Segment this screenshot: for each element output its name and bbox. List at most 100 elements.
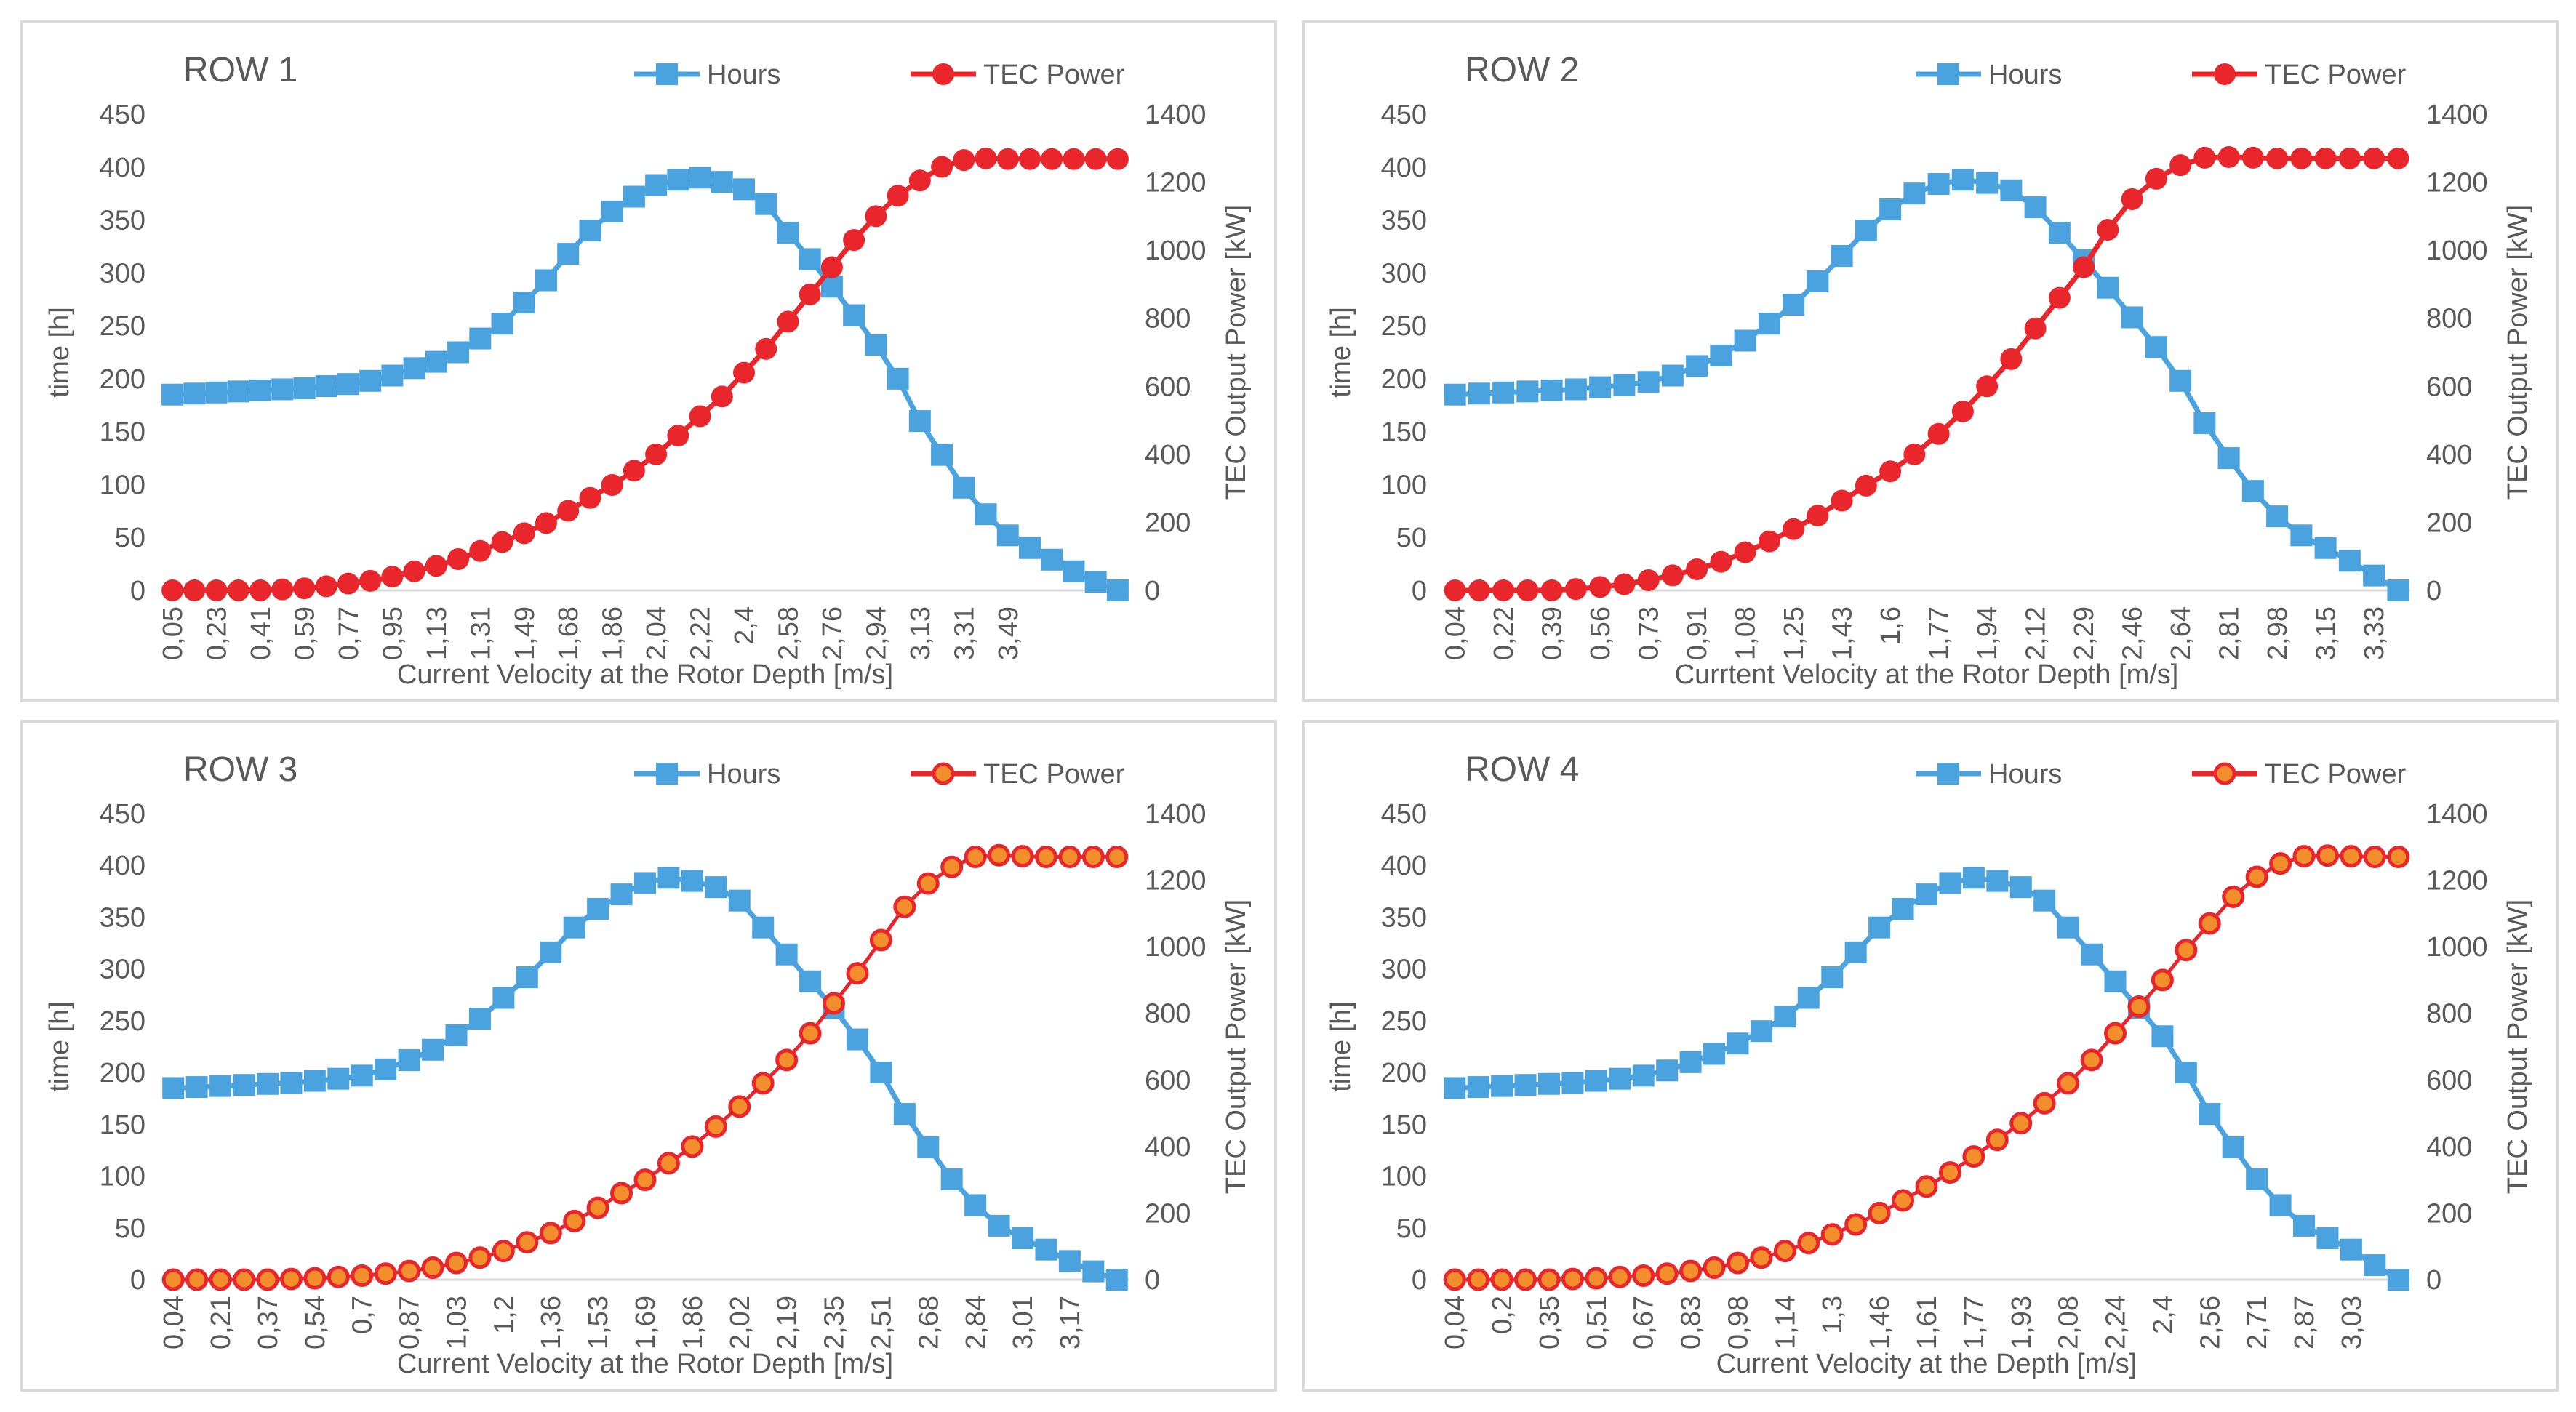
y2-tick-label: 1200 bbox=[2426, 866, 2488, 896]
tec-power-point bbox=[2241, 146, 2264, 169]
tec-power-point bbox=[1750, 1246, 1773, 1269]
hours-point bbox=[1491, 1075, 1513, 1097]
tec-power-point bbox=[185, 1268, 209, 1291]
y2-tick-label: 1400 bbox=[2426, 100, 2488, 130]
hours-point bbox=[2145, 336, 2167, 358]
x-tick-label: 2,35 bbox=[820, 1296, 850, 1349]
hours-point bbox=[1589, 376, 1612, 398]
tec-power-point bbox=[2073, 256, 2095, 278]
x-axis-label: Current Velocity at the Rotor Depth [m/s… bbox=[397, 659, 893, 690]
x-tick-label: 1,03 bbox=[441, 1296, 472, 1349]
hours-point bbox=[209, 1075, 232, 1097]
hours-point bbox=[1537, 1072, 1560, 1095]
hours-point bbox=[1710, 344, 1732, 366]
tec-power-point bbox=[1637, 569, 1660, 591]
tec-power-point bbox=[563, 1209, 586, 1232]
hours-point bbox=[2199, 1103, 2221, 1126]
hours-point bbox=[303, 1070, 326, 1092]
hours-point bbox=[1686, 355, 1708, 377]
x-tick-label: 1,94 bbox=[1972, 606, 2003, 660]
x-tick-label: 0,04 bbox=[159, 1296, 189, 1349]
x-axis-label: Current Velocity at the Depth [m/s] bbox=[1716, 1349, 2137, 1379]
tec-power-point bbox=[2340, 845, 2363, 868]
tec-power-point bbox=[491, 531, 513, 553]
hours-point bbox=[1613, 374, 1636, 396]
y-tick-label: 150 bbox=[100, 1110, 145, 1140]
hours-point bbox=[2387, 1269, 2409, 1291]
x-tick-label: 1,68 bbox=[553, 606, 584, 660]
hours-point bbox=[403, 357, 425, 380]
tec-power-point bbox=[1797, 1232, 1820, 1255]
hours-point bbox=[422, 1038, 444, 1061]
tec-power-point bbox=[940, 855, 964, 878]
y-axis-label: time [h] bbox=[44, 307, 75, 398]
y-tick-label: 400 bbox=[100, 153, 145, 183]
hours-point bbox=[870, 1062, 892, 1084]
x-tick-label: 2,94 bbox=[861, 606, 892, 660]
hours-point bbox=[1679, 1051, 1702, 1073]
hours-point bbox=[375, 1058, 397, 1080]
hours-point bbox=[645, 174, 668, 196]
tec-power-point bbox=[1773, 1240, 1796, 1263]
x-tick-label: 2,04 bbox=[641, 606, 672, 660]
tec-power-point bbox=[908, 169, 931, 192]
x-tick-label: 1,14 bbox=[1770, 1296, 1801, 1349]
tec-power-point bbox=[1018, 148, 1041, 170]
hours-point bbox=[227, 380, 249, 403]
x-tick-label: 1,93 bbox=[2007, 1296, 2037, 1349]
tec-power-point bbox=[374, 1262, 397, 1285]
hours-point bbox=[865, 334, 887, 356]
hours-point bbox=[2057, 916, 2079, 939]
y2-tick-label: 1200 bbox=[2426, 168, 2488, 198]
hours-point bbox=[2217, 447, 2240, 470]
hours-point bbox=[337, 373, 359, 396]
chart-panel-row-2: ROW 2 0 50 100 150 200 250 300 350 400 450 0 200 400 6… bbox=[1302, 20, 2559, 702]
hours-point bbox=[893, 1103, 916, 1126]
legend-label-hours: Hours bbox=[707, 759, 780, 790]
hours-point bbox=[540, 941, 562, 963]
tec-power-point bbox=[161, 1268, 185, 1291]
x-tick-label: 0,35 bbox=[1535, 1296, 1565, 1349]
tec-power-point bbox=[2245, 865, 2268, 888]
x-tick-label: 2,08 bbox=[2054, 1296, 2084, 1349]
series-line-tec-power bbox=[172, 156, 1118, 593]
hours-point bbox=[1703, 1043, 1726, 1065]
y-tick-label: 0 bbox=[130, 1265, 145, 1296]
y-tick-label: 100 bbox=[100, 470, 145, 500]
tec-power-point bbox=[733, 361, 756, 384]
tec-power-point bbox=[1084, 148, 1107, 170]
tec-power-point bbox=[1105, 846, 1129, 869]
tec-power-point bbox=[1844, 1213, 1868, 1236]
hours-point bbox=[887, 367, 909, 390]
tec-power-point bbox=[539, 1222, 562, 1245]
y2-tick-label: 1400 bbox=[1145, 799, 1207, 830]
tec-power-point bbox=[846, 962, 869, 985]
tec-power-point bbox=[233, 1268, 256, 1291]
hours-point bbox=[1727, 1032, 1749, 1055]
hours-point bbox=[799, 970, 822, 992]
tec-power-point bbox=[2048, 286, 2071, 309]
x-tick-label: 0,83 bbox=[1676, 1296, 1707, 1349]
hours-point bbox=[2033, 889, 2056, 912]
hours-point bbox=[2104, 970, 2127, 992]
hours-point bbox=[162, 1077, 185, 1099]
tec-power-point bbox=[1468, 579, 1490, 601]
legend-marker-tec-power bbox=[932, 762, 955, 785]
tec-power-point bbox=[1589, 576, 1612, 598]
hours-point bbox=[657, 867, 680, 889]
chart-row-2: ROW 2 0 50 100 150 200 250 300 350 400 450 0 200 400 6… bbox=[1326, 51, 2533, 690]
x-tick-label: 0,73 bbox=[1634, 606, 1665, 660]
tec-power-point bbox=[964, 846, 987, 869]
tec-power-point bbox=[1758, 530, 1780, 553]
y-tick-label: 150 bbox=[1381, 1110, 1427, 1140]
hours-point bbox=[1514, 1074, 1537, 1096]
y-tick-label: 0 bbox=[1412, 1265, 1427, 1296]
chart-panel-row-3: ROW 3 0 50 100 150 200 250 300 350 400 450 0 200 400 6… bbox=[20, 720, 1277, 1392]
hours-point bbox=[1468, 382, 1490, 405]
x-tick-label: 1,61 bbox=[1912, 1296, 1943, 1349]
hours-point bbox=[2290, 524, 2313, 547]
tec-power-point bbox=[421, 1256, 444, 1280]
hours-point bbox=[2364, 1254, 2386, 1277]
hours-point bbox=[1041, 548, 1063, 571]
tec-power-point bbox=[513, 522, 535, 545]
